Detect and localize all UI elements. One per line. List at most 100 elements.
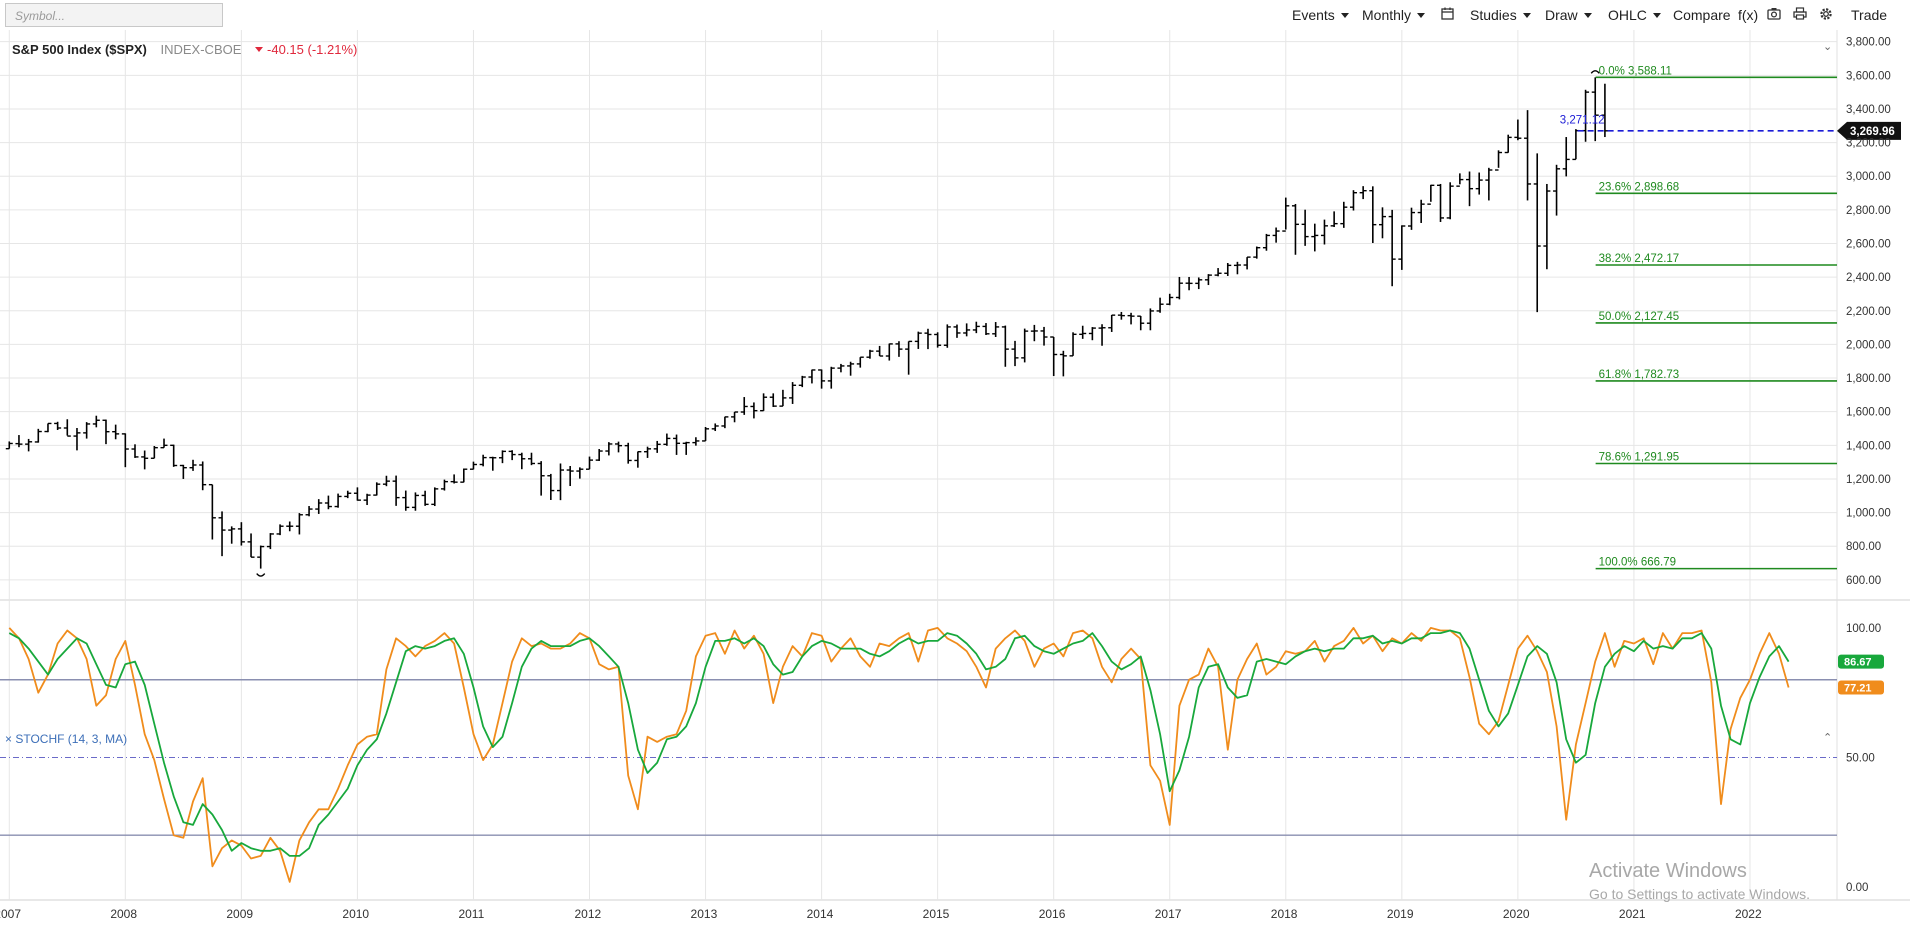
- ohlc-bar: [1291, 203, 1299, 255]
- ohlc-bar: [827, 366, 835, 389]
- ohlc-bar: [1098, 324, 1106, 346]
- stoch-tag-bg: [1838, 680, 1884, 695]
- ohlc-bar: [731, 411, 739, 423]
- ohlc-bar: [73, 427, 81, 451]
- last-price-tag: [1837, 121, 1901, 140]
- x-tick-label: 2013: [691, 907, 718, 921]
- ohlc-bar: [1349, 190, 1357, 211]
- chart-header: S&P 500 Index ($SPX) INDEX-CBOE -40.15 (…: [12, 42, 357, 57]
- ohlc-bar: [982, 323, 990, 335]
- ohlc-bar: [682, 441, 690, 455]
- ohlc-bar: [527, 452, 535, 466]
- compare-button[interactable]: Compare: [1673, 7, 1731, 23]
- y-tick-label: 3,200.00: [1846, 138, 1891, 150]
- stoch-k-line: [8, 627, 1790, 883]
- ohlc-bar: [363, 493, 371, 506]
- ohlc-bar: [421, 490, 429, 506]
- events-menu[interactable]: Events: [1292, 7, 1349, 23]
- ohlc-bar: [228, 526, 236, 544]
- ohlc-bar: [373, 482, 381, 496]
- ohlc-bar: [992, 322, 1000, 338]
- ohlc-bar: [1127, 312, 1135, 325]
- x-tick-label: 2011: [458, 907, 484, 921]
- watermark-subtitle: Go to Settings to activate Windows.: [1589, 886, 1810, 902]
- y-tick-label: 2,600.00: [1846, 239, 1891, 251]
- ohlc-bar: [489, 456, 497, 471]
- price-chart[interactable]: 0.0% 3,588.11 23.6% 2,898.68 38.2% 2,472.1…: [0, 30, 1910, 925]
- y-tick-label: 1,400.00: [1846, 440, 1891, 452]
- y-tick-label: 3,800.00: [1846, 37, 1891, 49]
- y-tick-label: 2,400.00: [1846, 272, 1891, 284]
- grid: [0, 30, 1910, 901]
- ohlc-bar: [924, 328, 932, 350]
- chevron-up-icon[interactable]: ⌃: [1823, 732, 1833, 744]
- y-tick-label: 3,400.00: [1846, 104, 1891, 116]
- ohlc-bar: [92, 415, 100, 428]
- x-tick-label: 2021: [1619, 907, 1646, 921]
- fib-level-label: 38.2% 2,472.17: [1599, 253, 1680, 265]
- stoch-d-tag: 86.67: [1838, 654, 1884, 669]
- ohlc-bar: [1137, 315, 1145, 331]
- ohlc-bar: [1272, 227, 1280, 243]
- ohlc-bar: [760, 393, 768, 412]
- chart-type-menu[interactable]: OHLC: [1608, 7, 1661, 23]
- interval-menu[interactable]: Monthly: [1362, 7, 1426, 23]
- calendar-button[interactable]: [1441, 7, 1454, 23]
- ohlc-bar: [1108, 314, 1116, 332]
- studies-menu[interactable]: Studies: [1470, 7, 1531, 23]
- ohlc-bar: [1417, 199, 1425, 223]
- ohlc-bar: [750, 402, 758, 419]
- ohlc-bar: [344, 490, 352, 499]
- fib-level-label: 100.0% 666.79: [1599, 557, 1676, 569]
- function-button[interactable]: f(x): [1738, 7, 1759, 23]
- snapshot-button[interactable]: [1767, 7, 1781, 23]
- ohlc-bar: [1359, 186, 1367, 200]
- ohlc-bar: [1495, 150, 1503, 171]
- symbol-input[interactable]: Symbol...: [5, 3, 223, 27]
- ohlc-bar: [1146, 308, 1154, 331]
- trade-button[interactable]: Trade: [1851, 7, 1888, 23]
- draw-menu[interactable]: Draw: [1545, 7, 1592, 23]
- ohlc-bar: [1243, 256, 1251, 270]
- stoch-title: STOCHF (14, 3, MA): [15, 732, 128, 746]
- ohlc-bar: [208, 483, 216, 540]
- ohlc-bar: [576, 467, 584, 479]
- ohlc-bar: [1437, 183, 1445, 222]
- ohlc-bar: [934, 332, 942, 348]
- x-tick-label: 2018: [1271, 907, 1298, 921]
- ohlc-bar: [866, 349, 874, 359]
- ohlc-bar: [1311, 223, 1319, 252]
- settings-button[interactable]: [1819, 7, 1833, 24]
- chevron-down-icon: [1522, 12, 1531, 18]
- chart-type-label: OHLC: [1608, 7, 1647, 23]
- stoch-y-tick-label: 0.00: [1846, 882, 1868, 894]
- ohlc-bar: [63, 419, 71, 437]
- ohlc-bar: [1533, 153, 1541, 313]
- ohlc-bar: [740, 397, 748, 415]
- stochastic-panel: 77.21 86.67: [0, 627, 1884, 883]
- ohlc-bar: [615, 441, 623, 453]
- ohlc-bar: [44, 422, 52, 433]
- stoch-study-label[interactable]: × STOCHF (14, 3, MA): [5, 732, 128, 746]
- ohlc-bar: [199, 461, 207, 491]
- ohlc-bar: [1407, 207, 1415, 230]
- ohlc-bar: [295, 513, 303, 535]
- fib-level-label: 61.8% 1,782.73: [1599, 369, 1680, 381]
- ohlc-bar: [1175, 276, 1183, 300]
- ohlc-bar: [15, 435, 23, 448]
- x-tick-label: 2014: [807, 907, 834, 921]
- print-button[interactable]: [1793, 7, 1807, 23]
- ohlc-bar: [1262, 233, 1270, 251]
- ohlc-bar: [334, 493, 342, 508]
- fib-level-label: 50.0% 2,127.45: [1599, 311, 1680, 323]
- ohlc-bar: [1475, 172, 1483, 195]
- ohlc-bar: [1030, 324, 1038, 342]
- ohlc-bar: [1504, 134, 1512, 154]
- chevron-down-icon[interactable]: ⌄: [1823, 41, 1833, 53]
- ohlc-bar: [1553, 164, 1561, 216]
- fibonacci-retracement: 0.0% 3,588.11 23.6% 2,898.68 38.2% 2,472.1…: [1595, 65, 1837, 570]
- ohlc-bar: [353, 487, 361, 501]
- stoch-k-tag: 77.21: [1838, 680, 1884, 695]
- ohlc-series: 3,271.12: [5, 70, 1609, 577]
- ohlc-bar: [276, 524, 284, 536]
